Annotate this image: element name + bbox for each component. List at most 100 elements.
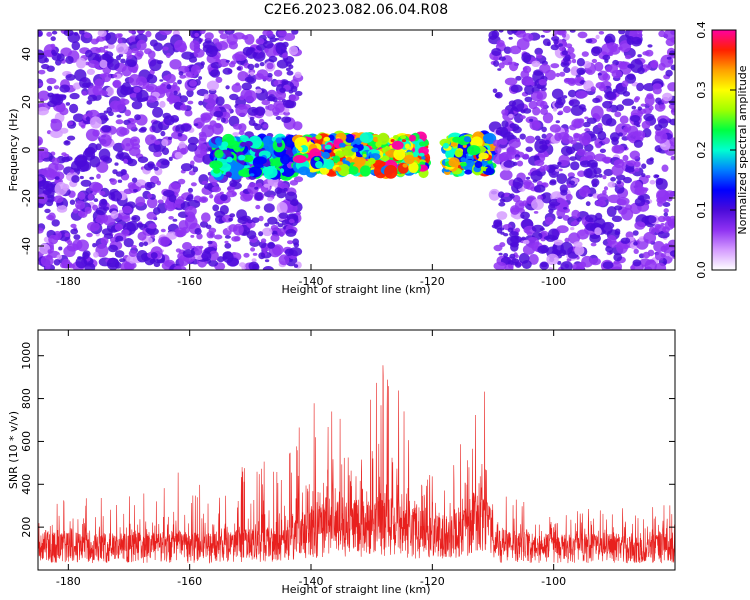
spectrogram-blob [534,184,546,193]
spectrogram-blob [614,111,622,118]
spectrogram-blob [603,186,609,191]
spectrogram-blob [95,143,102,151]
spectrogram-blob [556,225,569,234]
spectrogram-blob [255,44,267,51]
spectrogram-blob [493,60,500,67]
spectrogram-blob [634,221,646,230]
spectrogram-blob [213,110,224,118]
spectrogram-blob [295,211,301,216]
spectrogram-blob [670,37,675,43]
spectrogram-blob [380,155,390,162]
spectrogram-blob [622,91,631,97]
spectrogram-blob [188,205,193,211]
spectrogram-blob [53,195,64,203]
spectrogram-blob [348,166,359,175]
spectrogram-blob [391,140,404,150]
spectrogram-blob [65,156,73,162]
spectrogram-blob [258,252,266,260]
spectrogram-blob [136,50,144,57]
spectrogram-blob [146,197,158,209]
spectrogram-blob [570,227,575,231]
spectrogram-blob [577,31,588,39]
spectrogram-blob [614,205,623,211]
snr-x-tick-label: -120 [420,575,445,588]
spectrogram-blob [221,141,229,148]
spectrogram-blob [277,223,284,228]
spectrogram-blob [63,245,76,258]
spectrogram-blob [193,30,200,33]
spectrogram-blob [498,30,504,33]
spectrogram-blob [511,30,518,34]
spectrogram-blob [400,135,406,140]
spectrogram-blob [521,260,532,269]
spectrogram-blob [38,106,49,116]
spectrogram-blob [161,159,170,166]
spectrogram-blob [282,41,289,48]
spectrogram-blob [138,81,144,86]
spectrogram-y-tick-label: 40 [20,47,33,61]
spectrogram-blob [314,152,319,157]
spectrogram-blob [649,179,656,185]
spectrogram-blob [133,86,141,93]
spectrogram-blob [146,227,159,236]
spectrogram-blob [375,141,382,148]
spectrogram-blob [121,215,131,223]
spectrogram-blob [228,217,233,222]
spectrogram-blob [511,99,525,112]
spectrogram-blob [251,258,257,263]
spectrogram-blob [263,203,275,213]
spectrogram-blob [576,216,582,222]
spectrogram-blob [670,107,675,116]
spectrogram-blob [69,92,80,100]
spectrogram-blob [539,63,551,74]
spectrogram-blob [539,261,549,270]
spectrogram-blob [530,170,543,182]
spectrogram-blob [81,90,87,96]
spectrogram-blob [602,261,614,270]
spectrogram-blob [616,104,624,112]
spectrogram-blob [120,58,126,64]
spectrogram-blob [244,140,253,147]
spectrogram-blob [602,175,607,180]
spectrogram-blob [598,173,603,178]
spectrogram-blob [401,139,407,143]
spectrogram-blob [44,57,49,63]
spectrogram-blob [508,113,514,119]
spectrogram-blob [548,267,554,270]
snr-y-axis-title: SNR (10 * v/v) [7,411,20,489]
spectrogram-blob [634,168,640,172]
spectrogram-blob [665,69,673,77]
spectrogram-blob [137,156,149,163]
spectrogram-blob [153,42,164,52]
spectrogram-blob [174,39,187,52]
spectrogram-blob [65,56,74,64]
spectrogram-blob [77,210,86,217]
spectrogram-blob [238,123,247,132]
spectrogram-blob [212,182,217,186]
spectrogram-blob [637,54,642,58]
spectrogram-blob [454,149,463,158]
spectrogram-blob [522,239,530,245]
spectrogram-blob [541,133,547,139]
spectrogram-blob [576,229,589,240]
spectrogram-blob [602,100,613,109]
spectrogram-blob [631,36,642,47]
spectrogram-blob [293,264,299,268]
spectrogram-blob [284,108,290,113]
spectrogram-blob [615,174,626,181]
spectrogram-blob [298,166,310,176]
spectrogram-blob [216,140,222,146]
spectrogram-blob [636,82,644,92]
spectrogram-blob [122,205,133,214]
spectrogram-blob [463,136,471,143]
spectrogram-blob [262,76,269,81]
spectrogram-blob [267,197,274,202]
spectrogram-blob [533,211,539,214]
spectrogram-blob [215,76,223,83]
spectrogram-blob [605,118,617,127]
spectrogram-blob [632,259,642,267]
spectrogram-blob [630,115,641,122]
spectrogram-blob [556,197,564,203]
spectrogram-blob [509,231,519,238]
spectrogram-blob [408,162,419,173]
